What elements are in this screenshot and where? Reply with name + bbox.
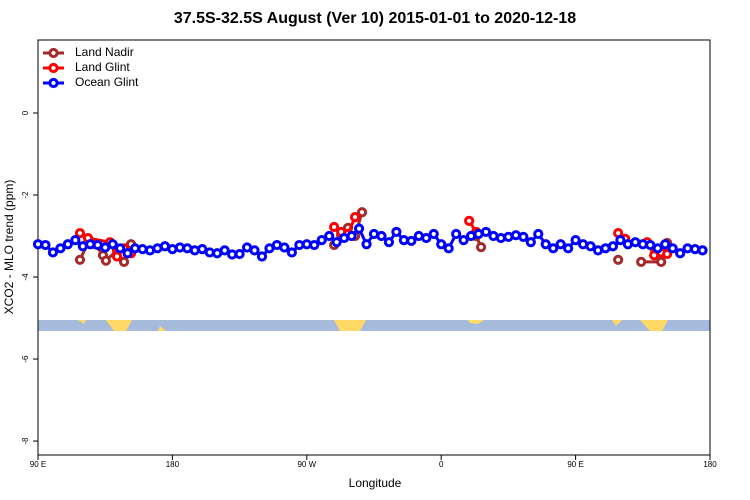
point xyxy=(464,215,475,226)
point xyxy=(518,231,529,242)
point xyxy=(329,221,340,233)
point xyxy=(70,235,81,246)
point xyxy=(636,256,647,267)
x-tick-label: 90 E xyxy=(30,460,46,469)
point xyxy=(406,235,417,247)
legend-marker xyxy=(48,47,59,59)
y-tick-label: -8 xyxy=(21,437,30,445)
point xyxy=(675,248,686,259)
point xyxy=(607,241,619,252)
point xyxy=(316,235,327,246)
point xyxy=(111,251,123,262)
ocean-band xyxy=(38,320,710,331)
point xyxy=(563,243,574,254)
point xyxy=(122,248,133,259)
legend-marker xyxy=(48,62,59,74)
point xyxy=(55,243,66,254)
point xyxy=(421,232,432,244)
x-tick-label: 0 xyxy=(439,460,444,469)
chart-title: 37.5S-32.5S August (Ver 10) 2015-01-01 t… xyxy=(174,10,576,27)
point xyxy=(383,237,395,248)
point xyxy=(443,243,454,254)
y-axis-label: XCO2 - MLO trend (ppm) xyxy=(2,180,16,315)
point xyxy=(428,228,439,240)
point xyxy=(286,247,297,258)
y-tick-label: 0 xyxy=(21,110,30,115)
point xyxy=(40,239,51,251)
y-tick-label: -6 xyxy=(21,355,30,363)
point xyxy=(107,239,118,250)
point xyxy=(697,245,708,256)
point xyxy=(74,228,86,239)
point xyxy=(525,237,536,248)
point xyxy=(391,226,402,238)
point xyxy=(249,245,260,256)
point xyxy=(436,239,447,250)
point xyxy=(346,230,357,242)
point xyxy=(548,243,559,254)
point xyxy=(47,247,59,258)
point xyxy=(309,239,320,251)
point xyxy=(74,254,86,265)
point xyxy=(458,235,469,246)
x-tick-label: 90 W xyxy=(297,460,316,469)
point xyxy=(62,239,73,250)
point xyxy=(115,243,126,254)
point xyxy=(585,241,596,252)
point xyxy=(349,212,361,223)
point xyxy=(652,243,663,254)
point xyxy=(279,242,290,253)
point xyxy=(555,239,566,250)
legend-label: Land Glint xyxy=(75,60,130,74)
point xyxy=(660,239,671,250)
y-tick-label: -2 xyxy=(21,191,30,199)
point xyxy=(475,241,487,253)
point xyxy=(615,235,626,246)
point xyxy=(656,256,667,267)
y-tick-label: -4 xyxy=(21,273,30,281)
point xyxy=(256,251,268,262)
point xyxy=(361,239,372,250)
point xyxy=(613,254,624,265)
legend-label: Land Nadir xyxy=(75,45,134,59)
point xyxy=(331,237,342,248)
map-band xyxy=(38,320,710,331)
point xyxy=(667,243,678,254)
point xyxy=(540,239,551,250)
point xyxy=(376,230,387,242)
point xyxy=(234,248,245,260)
point xyxy=(219,245,230,256)
point xyxy=(324,230,335,242)
legend-label: Ocean Glint xyxy=(75,75,139,89)
point xyxy=(100,255,112,266)
point xyxy=(533,228,544,240)
point xyxy=(451,228,462,240)
point xyxy=(353,223,365,234)
x-axis-label: Longitude xyxy=(349,476,402,490)
point xyxy=(570,235,581,246)
x-tick-label: 90 E xyxy=(567,460,583,469)
x-tick-label: 180 xyxy=(703,460,717,469)
x-tick-label: 180 xyxy=(166,460,180,469)
point xyxy=(480,226,492,238)
point xyxy=(356,207,368,218)
legend-marker xyxy=(48,77,59,89)
point xyxy=(662,248,673,260)
point xyxy=(118,256,130,267)
